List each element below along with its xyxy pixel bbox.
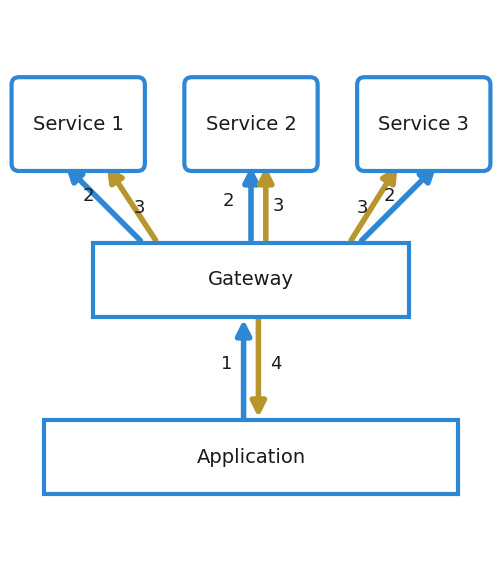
Text: 4: 4 [270, 355, 281, 373]
Text: 2: 2 [222, 192, 234, 210]
FancyBboxPatch shape [356, 77, 489, 171]
Text: 2: 2 [383, 187, 394, 205]
Text: 1: 1 [220, 355, 231, 373]
Text: 3: 3 [356, 199, 367, 217]
Text: 3: 3 [134, 199, 145, 217]
FancyBboxPatch shape [184, 77, 317, 171]
FancyBboxPatch shape [12, 77, 145, 171]
Text: 3: 3 [272, 196, 284, 215]
Text: Service 1: Service 1 [33, 115, 123, 134]
Text: Service 2: Service 2 [205, 115, 296, 134]
Text: Service 3: Service 3 [378, 115, 468, 134]
Text: 2: 2 [82, 187, 94, 205]
Text: Application: Application [196, 448, 305, 467]
FancyBboxPatch shape [93, 243, 408, 317]
Text: Gateway: Gateway [207, 270, 294, 289]
FancyBboxPatch shape [44, 420, 457, 494]
